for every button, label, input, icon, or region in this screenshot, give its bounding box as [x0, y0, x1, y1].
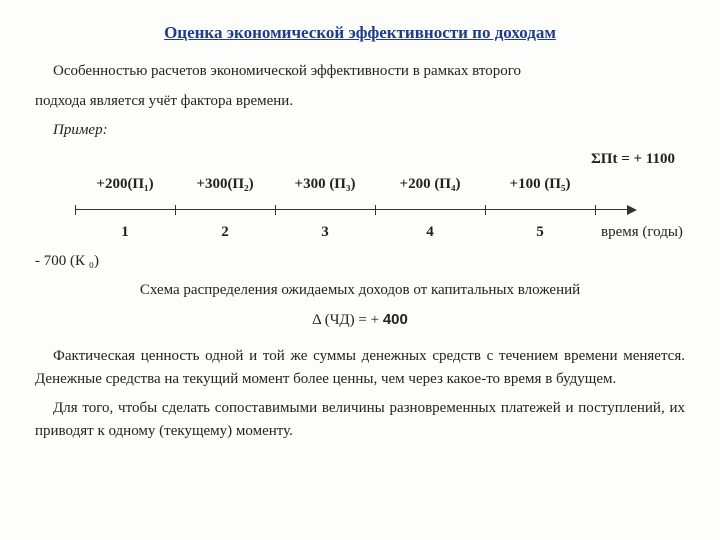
timeline-year-3: 3 [275, 221, 375, 244]
page-title: Оценка экономической эффективности по до… [35, 20, 685, 46]
example-label: Пример: [35, 119, 685, 142]
paragraph-1b: подхода является учёт фактора времени. [35, 90, 685, 113]
timeline-cell-1: +200(П₁) [75, 173, 175, 196]
timeline-axis [75, 199, 635, 219]
timeline-year-2: 2 [175, 221, 275, 244]
timeline-top-row: +200(П₁) +300(П₂) +300 (П₃) +200 (П₄) +1… [35, 173, 685, 196]
paragraph-1a: Особенностью расчетов экономической эффе… [35, 60, 685, 83]
scheme-caption: Схема распределения ожидаемых доходов от… [35, 279, 685, 302]
delta-value: 400 [383, 311, 408, 328]
axis-label: время (годы) [595, 221, 685, 244]
capital-outlay: - 700 (К ₀) [35, 250, 685, 273]
timeline-cell-4: +200 (П₄) [375, 173, 485, 196]
timeline-cell-3: +300 (П₃) [275, 173, 375, 196]
sum-label: ΣПt = + 1100 [35, 148, 675, 171]
paragraph-2: Фактическая ценность одной и той же сумм… [35, 345, 685, 392]
delta-line: Δ (ЧД) = + 400 [35, 308, 685, 332]
timeline-year-4: 4 [375, 221, 485, 244]
delta-prefix: Δ (ЧД) = + [312, 312, 383, 328]
timeline-year-5: 5 [485, 221, 595, 244]
timeline-cell-5: +100 (П₅) [485, 173, 595, 196]
paragraph-3: Для того, чтобы сделать сопоставимыми ве… [35, 397, 685, 444]
arrow-right-icon [627, 205, 637, 215]
timeline: +200(П₁) +300(П₂) +300 (П₃) +200 (П₄) +1… [35, 173, 685, 244]
timeline-cell-2: +300(П₂) [175, 173, 275, 196]
timeline-bottom-row: 1 2 3 4 5 время (годы) [35, 221, 685, 244]
timeline-start [35, 173, 75, 196]
timeline-year-1: 1 [75, 221, 175, 244]
